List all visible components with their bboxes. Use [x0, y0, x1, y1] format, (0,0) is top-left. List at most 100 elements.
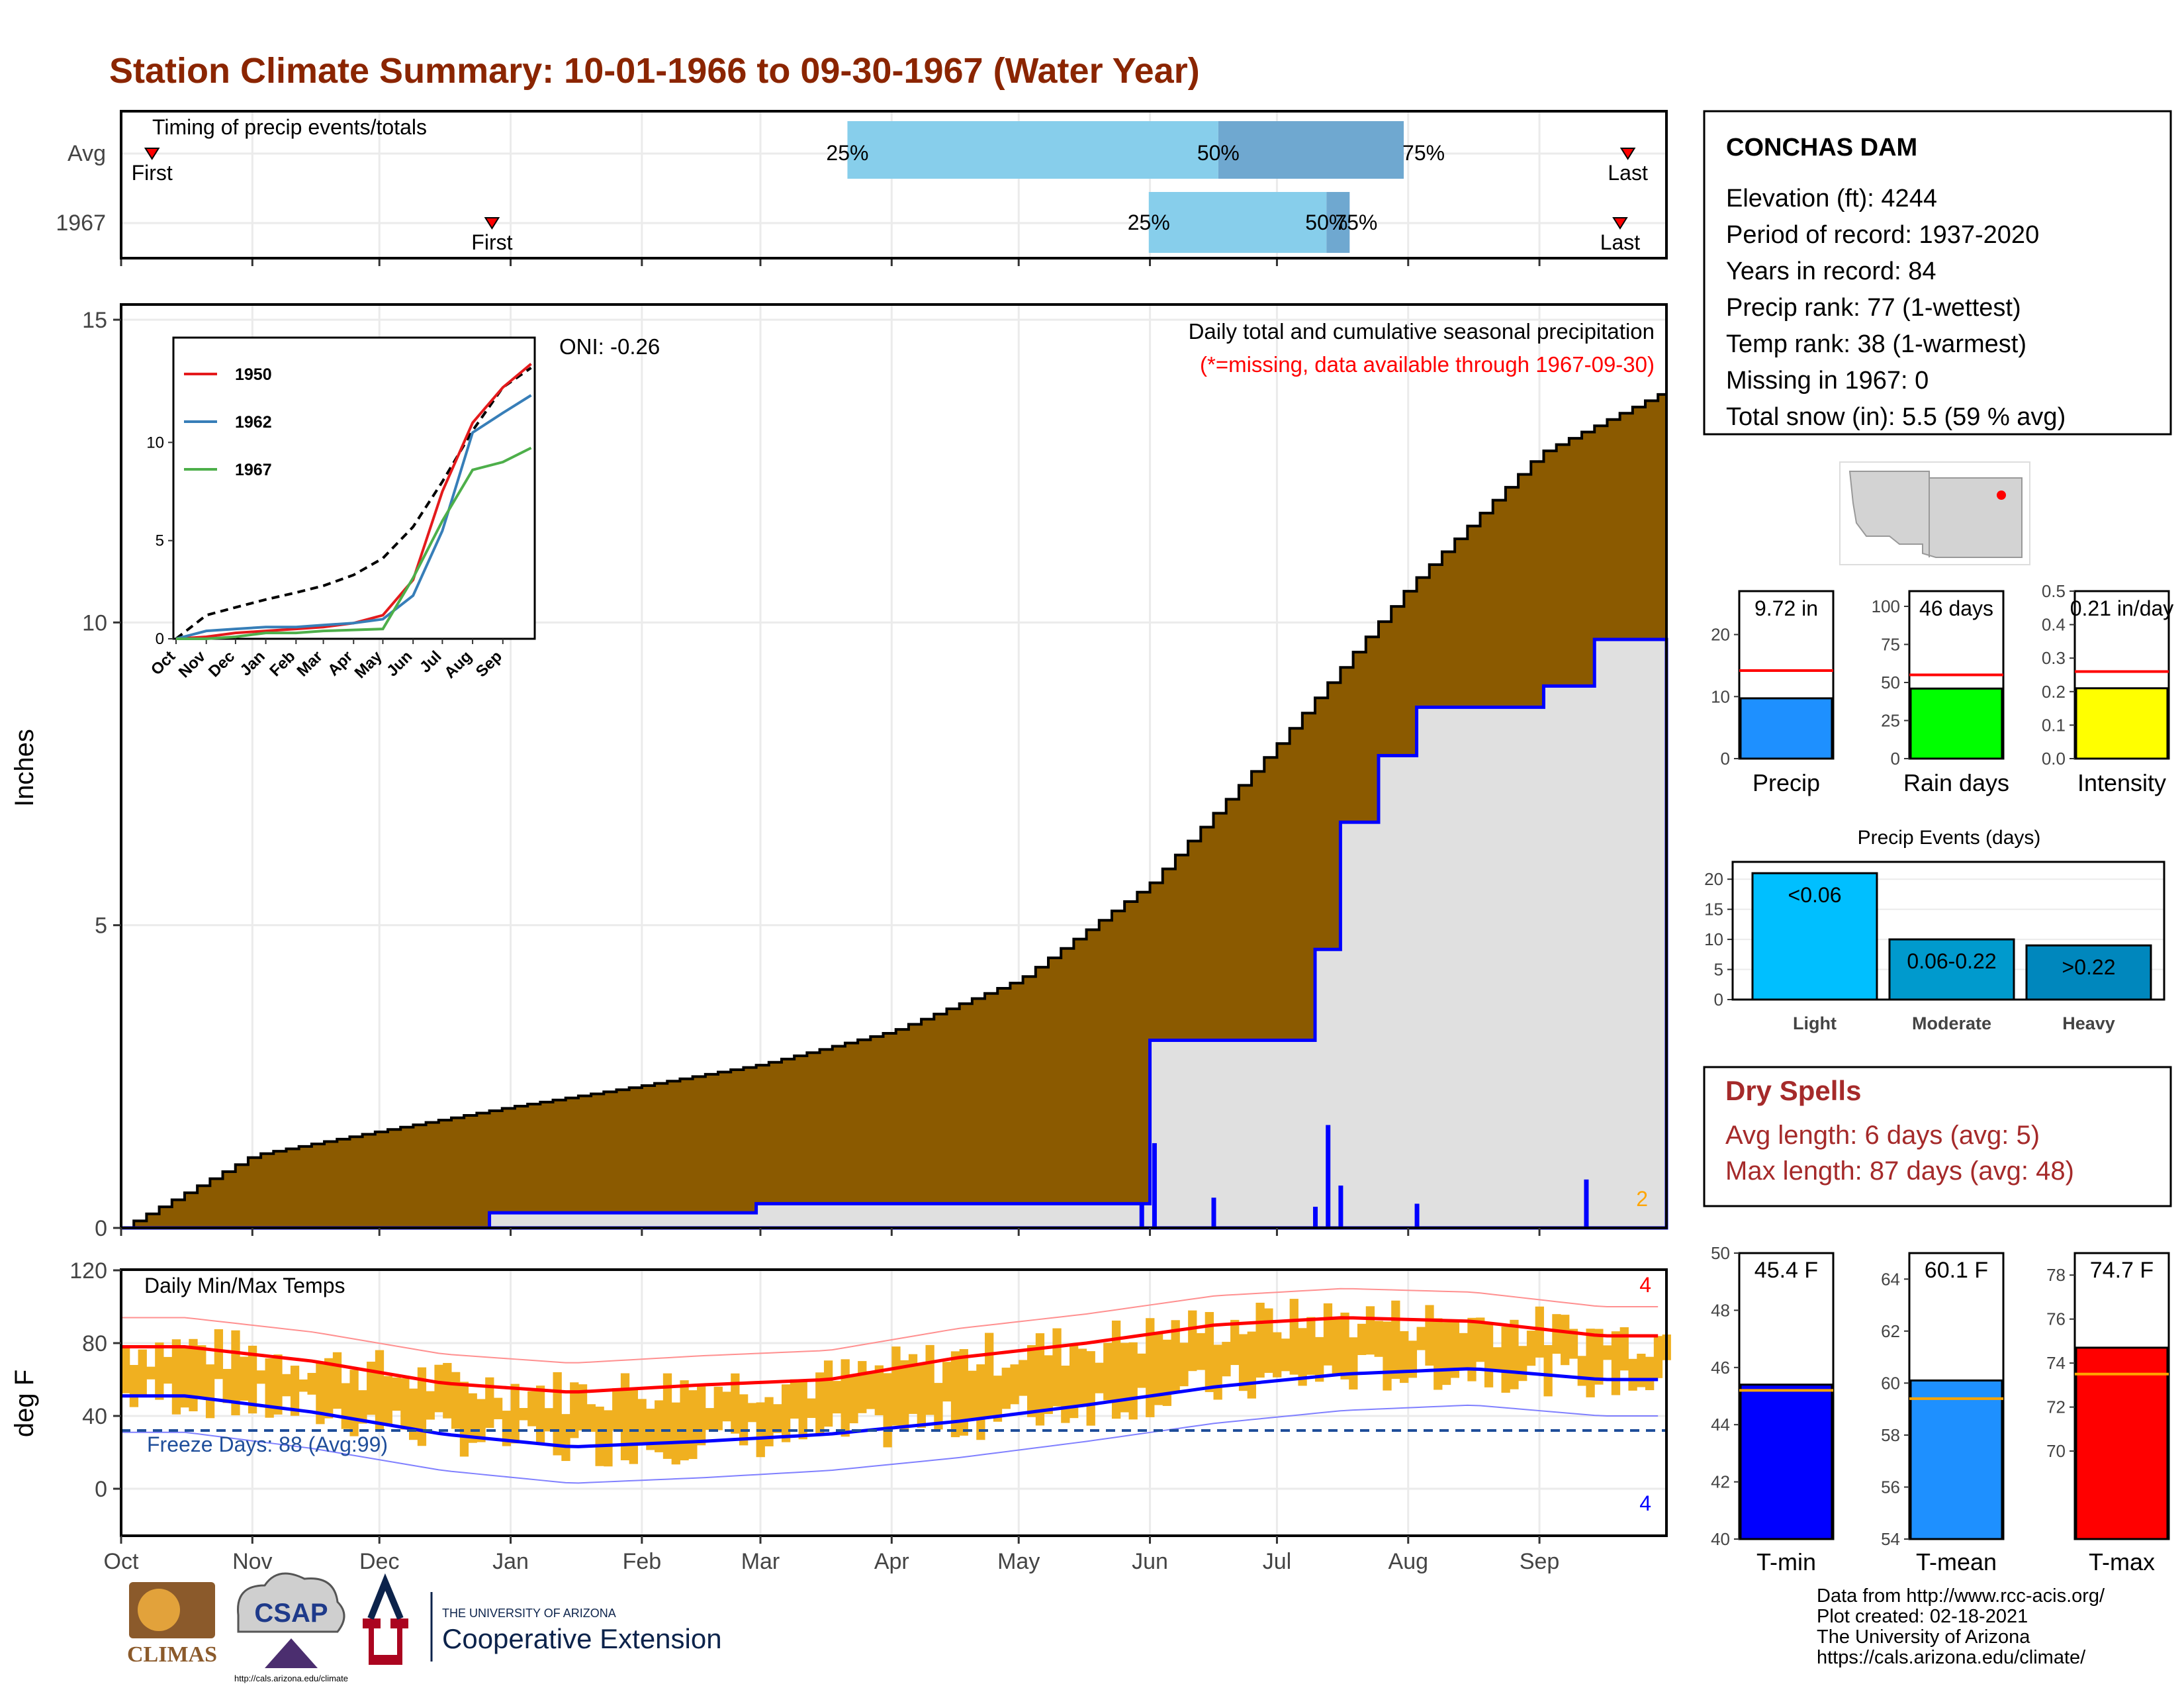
temp-bar-tick-label: 72: [2046, 1397, 2066, 1417]
daily-temp-bar: [1061, 1366, 1070, 1423]
daily-temp-bar: [578, 1384, 588, 1430]
station-marker: [1997, 491, 2006, 500]
daily-temp-bar: [866, 1371, 876, 1409]
timing-bar-q50-q75: [1218, 121, 1404, 179]
daily-temp-bar: [426, 1391, 435, 1420]
daily-temp-bar: [146, 1366, 156, 1380]
events-y-label: 20: [1704, 869, 1723, 889]
map-region: [1848, 471, 2023, 558]
events-y-label: 15: [1704, 900, 1723, 919]
daily-temp-bar: [1086, 1351, 1095, 1426]
daily-temp-bar: [256, 1370, 266, 1384]
daily-temp-bar: [214, 1329, 224, 1380]
last-marker: [1619, 148, 1636, 160]
daily-temp-bar: [705, 1408, 715, 1430]
daily-temp-bar: [900, 1360, 909, 1432]
daily-temp-bar: [298, 1379, 308, 1392]
daily-temp-bar: [273, 1354, 283, 1415]
inset-month-label: Mar: [294, 647, 326, 680]
summary-bar-tick-label: 75: [1881, 635, 1900, 655]
temp-bar-tick-label: 78: [2046, 1265, 2066, 1285]
inset-month-label: Feb: [266, 647, 298, 680]
daily-precip-bar: [1152, 1143, 1157, 1228]
events-title: Precip Events (days): [1858, 827, 2041, 849]
daily-temp-bar: [1552, 1314, 1561, 1354]
daily-temp-bar: [1188, 1310, 1197, 1372]
daily-temp-bar: [341, 1383, 350, 1429]
daily-temp-bar: [1052, 1328, 1062, 1407]
temp-y-tick-label: 80: [82, 1331, 107, 1356]
daily-temp-bar: [1077, 1348, 1087, 1406]
temp-y-label: deg F: [10, 1370, 39, 1437]
inset-month-label: Nov: [175, 647, 210, 682]
daily-temp-bar: [731, 1373, 740, 1434]
daily-temp-bar: [747, 1403, 757, 1423]
events-category: Moderate: [1912, 1013, 1991, 1033]
ua-a-shape: [363, 1618, 408, 1665]
events-bar: [2025, 944, 2152, 1001]
csap-cloud: [237, 1572, 345, 1633]
precip-y-tick-label: 5: [95, 914, 107, 939]
temp-y-tick-label: 120: [69, 1258, 107, 1284]
daily-temp-bar: [764, 1397, 774, 1446]
daily-temp-bar: [1035, 1333, 1045, 1426]
daily-temp-bar: [163, 1356, 173, 1384]
dry-spells: Dry Spells Avg length: 6 days (avg: 5) M…: [1703, 1066, 2172, 1207]
temp-bar-value: 60.1 F: [1925, 1258, 1988, 1283]
month-label: Dec: [359, 1549, 399, 1574]
daily-temp-bar: [307, 1373, 316, 1395]
station-info-line: Total snow (in): 5.5 (59 % avg): [1726, 403, 2066, 431]
daily-temp-bar: [697, 1386, 706, 1446]
daily-temp-bar: [1569, 1329, 1578, 1359]
daily-temp-bar: [1543, 1344, 1553, 1397]
temp-bar-tick-label: 76: [2046, 1309, 2066, 1329]
temp-bar-label: T-max: [2089, 1548, 2155, 1575]
daily-temp-bar: [815, 1372, 825, 1435]
coop-ext-text: Cooperative Extension: [442, 1623, 722, 1654]
inset-month-label: Jan: [237, 647, 269, 679]
daily-temp-bar: [417, 1367, 427, 1446]
daily-temp-bar: [1476, 1317, 1485, 1362]
daily-temp-bar: [1230, 1319, 1240, 1366]
daily-temp-bar: [1332, 1317, 1341, 1374]
daily-precip-bar: [1414, 1203, 1420, 1228]
daily-temp-bar: [561, 1414, 570, 1462]
daily-temp-bar: [1179, 1342, 1189, 1387]
daily-precip-bar: [1211, 1197, 1216, 1228]
daily-temp-bar: [367, 1362, 376, 1415]
daily-temp-bar: [1653, 1336, 1663, 1378]
daily-temp-bar: [1171, 1320, 1180, 1393]
daily-temp-bar: [121, 1347, 130, 1393]
timing-label-25: 25%: [826, 141, 868, 165]
dry-spells-max: Max length: 87 days (avg: 48): [1725, 1156, 2074, 1186]
timing-title: Timing of precip events/totals: [152, 115, 427, 139]
daily-temp-bar: [950, 1351, 960, 1438]
daily-temp-bar: [1408, 1340, 1418, 1378]
daily-temp-bar: [1619, 1327, 1629, 1371]
daily-temp-bar: [1264, 1308, 1273, 1373]
inset-month-label: Dec: [205, 647, 238, 680]
daily-temp-bar: [655, 1400, 664, 1452]
daily-temp-bar: [1399, 1331, 1409, 1383]
events-bar-label: >0.22: [2062, 955, 2116, 979]
events-bar: [1888, 938, 2015, 1001]
daily-temp-bar: [1255, 1302, 1265, 1378]
daily-temp-bar: [383, 1376, 392, 1425]
daily-temp-bar: [586, 1404, 596, 1432]
daily-temp-bar: [1425, 1305, 1434, 1366]
inset-y-label: 10: [146, 434, 164, 451]
month-label: Jan: [492, 1549, 529, 1574]
daily-temp-bar: [604, 1410, 613, 1467]
timing-label-75: 75%: [1335, 211, 1377, 234]
daily-temp-bar: [282, 1374, 291, 1397]
temp-bar-fill: [1909, 1379, 2003, 1540]
timing-bar-q25-q50: [1148, 192, 1327, 253]
summary-bar-tick-label: 0.4: [2042, 615, 2066, 635]
daily-temp-bar: [510, 1383, 520, 1444]
daily-temp-bar: [1391, 1300, 1400, 1379]
daily-temp-bar: [180, 1346, 189, 1408]
events-bar-label: <0.06: [1788, 883, 1842, 907]
temp-bar-value: 74.7 F: [2090, 1258, 2154, 1283]
